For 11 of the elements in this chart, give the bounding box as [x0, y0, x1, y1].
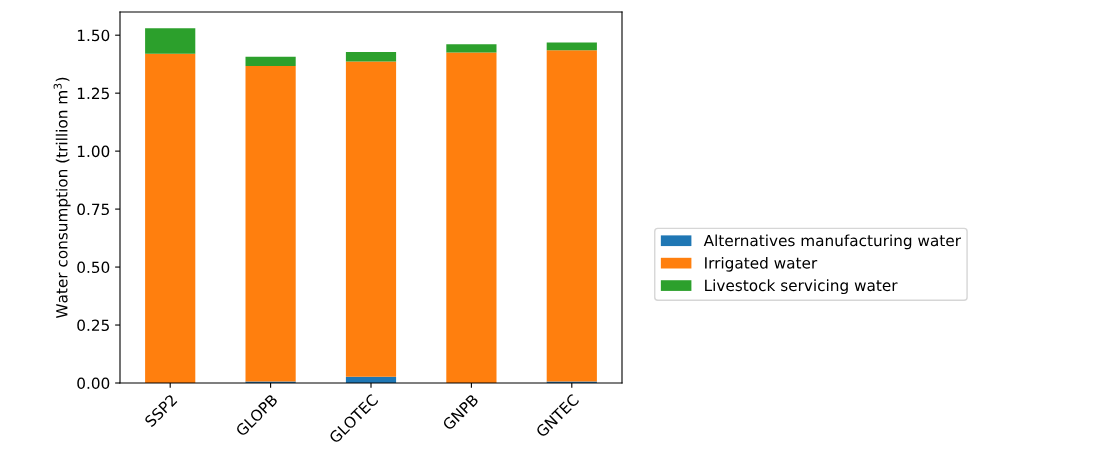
y-tick-label: 0.50 — [77, 261, 110, 274]
y-tick-label: 1.50 — [77, 29, 110, 42]
y-tick-label: 0.75 — [77, 203, 109, 216]
y-tick-label: 1.25 — [77, 87, 109, 100]
legend-label: Irrigated water — [705, 256, 818, 272]
legend-label: Alternatives manufacturing water — [703, 234, 961, 250]
y-tick-label: 0.00 — [77, 377, 110, 390]
y-tick-label: 1.00 — [77, 145, 110, 158]
legend-label: Livestock servicing water — [705, 279, 898, 295]
y-axis-title: Water consumption (trillion m$^{3}$) — [53, 77, 71, 319]
y-tick-label: 0.25 — [77, 319, 109, 332]
